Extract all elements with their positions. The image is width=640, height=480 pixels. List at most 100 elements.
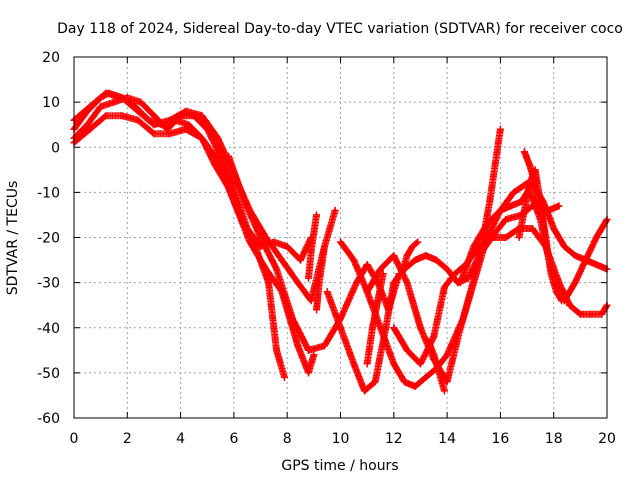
- data-point: [526, 161, 534, 169]
- data-point: [550, 224, 558, 232]
- data-point: [408, 243, 416, 251]
- data-point: [536, 206, 544, 214]
- data-point: [262, 265, 270, 273]
- data-point: [294, 279, 302, 287]
- data-point: [382, 324, 390, 332]
- data-point: [488, 234, 496, 241]
- data-point: [424, 337, 432, 345]
- data-point: [123, 94, 131, 102]
- data-point: [225, 152, 233, 160]
- data-point: [281, 373, 289, 381]
- data-point: [464, 274, 472, 282]
- y-axis-label: SDTVAR / TECUs: [5, 181, 21, 296]
- data-point: [315, 279, 323, 287]
- data-point: [310, 351, 318, 359]
- data-point: [558, 297, 566, 305]
- data-point: [150, 121, 158, 129]
- data-point: [323, 288, 331, 296]
- y-tick-label: -30: [37, 276, 60, 292]
- y-tick-label: -20: [37, 231, 60, 247]
- x-tick-label: 6: [229, 431, 238, 447]
- data-series-track-12: [520, 148, 550, 241]
- x-tick-label: 2: [123, 431, 132, 447]
- data-point: [350, 256, 358, 264]
- data-point: [582, 256, 590, 264]
- data-point: [363, 360, 371, 368]
- data-point: [294, 342, 302, 350]
- chart-title: Day 118 of 2024, Sidereal Day-to-day VTE…: [57, 21, 623, 37]
- data-point: [337, 238, 344, 246]
- data-point: [414, 238, 422, 246]
- data-point: [443, 351, 451, 359]
- y-tick-label: -10: [37, 185, 60, 201]
- data-point: [560, 243, 568, 251]
- data-point: [310, 229, 318, 237]
- data-point: [390, 360, 398, 368]
- data-point: [102, 89, 110, 97]
- data-point: [307, 297, 315, 305]
- x-axis-label: GPS time / hours: [281, 458, 398, 474]
- data-point: [390, 279, 398, 287]
- data-series-track-13: [305, 211, 321, 282]
- data-point: [576, 310, 584, 318]
- data-point: [265, 279, 273, 287]
- data-point: [552, 288, 560, 296]
- data-point: [403, 252, 411, 260]
- data-series-track-15: [363, 270, 387, 368]
- data-point: [496, 125, 504, 133]
- y-tick-label: 20: [42, 50, 60, 66]
- data-point: [297, 256, 305, 264]
- data-point: [150, 112, 158, 120]
- y-tick-label: -60: [37, 411, 60, 427]
- data-point: [483, 220, 491, 228]
- y-tick-label: 0: [51, 140, 60, 156]
- data-point: [390, 324, 398, 332]
- data-point: [398, 270, 406, 278]
- y-tick-label: -50: [37, 366, 60, 382]
- data-point: [435, 369, 443, 377]
- data-point: [102, 112, 110, 120]
- x-tick-label: 18: [545, 431, 563, 447]
- data-point: [547, 270, 555, 278]
- x-tick-label: 14: [438, 431, 456, 447]
- data-point: [403, 279, 411, 287]
- data-point: [571, 279, 579, 287]
- data-point: [374, 297, 382, 305]
- x-tick-label: 0: [70, 431, 79, 447]
- data-point: [400, 378, 408, 386]
- data-series-track-17: [424, 337, 448, 395]
- data-point: [305, 369, 313, 377]
- data-point: [230, 197, 238, 205]
- data-point: [110, 98, 118, 106]
- data-point: [416, 360, 424, 368]
- data-point: [363, 288, 371, 296]
- data-point: [510, 188, 518, 196]
- data-layer: [70, 89, 611, 395]
- data-point: [456, 324, 464, 332]
- data-point: [440, 283, 448, 291]
- data-point: [470, 243, 478, 251]
- data-point: [150, 130, 158, 138]
- data-point: [411, 256, 419, 264]
- data-point: [273, 346, 281, 354]
- data-series-track-5: [225, 152, 403, 354]
- data-point: [520, 148, 528, 156]
- data-point: [241, 197, 249, 205]
- data-point: [177, 112, 185, 120]
- x-tick-label: 12: [385, 431, 403, 447]
- data-point: [326, 224, 334, 232]
- data-point: [134, 107, 142, 115]
- data-point: [507, 202, 515, 210]
- data-series-track-14: [313, 206, 339, 314]
- data-point: [440, 387, 448, 395]
- data-point: [331, 206, 339, 214]
- data-point: [289, 315, 297, 323]
- data-point: [305, 274, 313, 282]
- data-point: [321, 243, 329, 251]
- data-point: [422, 252, 430, 260]
- data-point: [190, 112, 198, 120]
- data-point: [456, 279, 464, 287]
- x-tick-label: 20: [598, 431, 616, 447]
- data-point: [86, 103, 94, 111]
